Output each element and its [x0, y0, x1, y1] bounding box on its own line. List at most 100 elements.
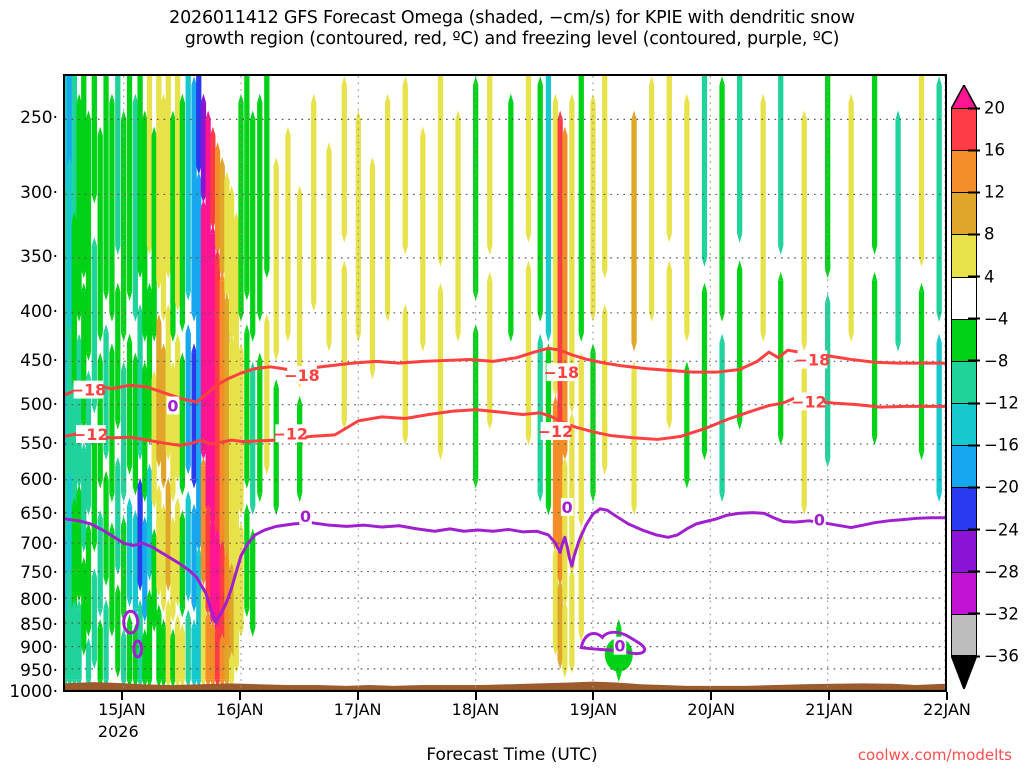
- colorbar-label-text: 12: [984, 182, 1005, 202]
- colorbar-band-11: [952, 572, 976, 615]
- y-tick-800: 800·: [20, 589, 58, 610]
- colorbar-band-1: [952, 151, 976, 194]
- x-tick-15JAN: 15JAN: [98, 700, 146, 719]
- colorbar: [951, 108, 977, 657]
- colorbar-tick-12: 12: [968, 182, 1005, 202]
- colorbar-tick-−16: −16: [968, 435, 1019, 455]
- y-tick-500: 500·: [20, 394, 58, 415]
- svg-text:−18: −18: [544, 363, 580, 382]
- colorbar-tick-−20: −20: [968, 477, 1019, 497]
- colorbar-tick-−4: −4: [968, 309, 1009, 329]
- svg-text:0: 0: [167, 396, 178, 415]
- colorbar-over-triangle: [951, 85, 977, 109]
- grid-lines: [65, 76, 945, 690]
- colorbar-under-arrow: [951, 655, 977, 689]
- colorbar-band-3: [952, 235, 976, 278]
- colorbar-tick-−24: −24: [968, 520, 1019, 540]
- x-axis-title: Forecast Time (UTC): [426, 745, 598, 765]
- colorbar-under-triangle: [951, 655, 977, 689]
- svg-text:0: 0: [562, 498, 573, 517]
- y-tick-250: 250·: [20, 107, 58, 128]
- colorbar-label-text: 8: [984, 224, 995, 244]
- page-title: 2026011412 GFS Forecast Omega (shaded, −…: [0, 8, 1024, 50]
- colorbar-band-8: [952, 446, 976, 489]
- title-line-2: growth region (contoured, red, ºC) and f…: [184, 29, 840, 49]
- colorbar-label-text: −12: [984, 393, 1019, 413]
- colorbar-tick-−28: −28: [968, 562, 1019, 582]
- svg-text:−12: −12: [73, 425, 109, 444]
- colorbar-tick-16: 16: [968, 140, 1005, 160]
- colorbar-band-2: [952, 193, 976, 236]
- colorbar-tick-20: 20: [968, 99, 1005, 118]
- colorbar-label-text: −36: [984, 646, 1019, 666]
- colorbar-label-text: −4: [984, 309, 1009, 329]
- colorbar-band-0: [952, 109, 976, 152]
- x-tick-18JAN: 18JAN: [451, 700, 500, 719]
- x-tick-mark: [356, 692, 359, 700]
- x-tick-mark: [828, 692, 831, 700]
- x-tick-21JAN: 21JAN: [805, 700, 853, 719]
- colorbar-band-9: [952, 488, 976, 531]
- colorbar-band-10: [952, 530, 976, 573]
- x-tick-mark: [120, 692, 123, 700]
- x-tick-19JAN: 19JAN: [569, 700, 618, 719]
- colorbar-tick-−36: −36: [968, 646, 1019, 666]
- svg-text:0: 0: [814, 511, 825, 530]
- svg-text:−12: −12: [538, 422, 574, 441]
- y-tick-950: 950·: [20, 660, 58, 681]
- x-tick-mark: [592, 692, 595, 700]
- x-tick-17JAN: 17JAN: [333, 700, 382, 719]
- colorbar-label-text: −8: [984, 351, 1009, 371]
- y-tick-600: 600·: [20, 470, 58, 491]
- y-tick-900: 900·: [20, 638, 58, 659]
- y-tick-850: 850·: [20, 614, 58, 635]
- svg-text:−18: −18: [71, 381, 107, 400]
- svg-text:0: 0: [300, 507, 311, 526]
- x-tick-20JAN: 20JAN: [687, 700, 736, 719]
- colorbar-label-text: −24: [984, 520, 1019, 540]
- colorbar-label-text: −16: [984, 435, 1019, 455]
- credit-link[interactable]: coolwx.com/modelts: [857, 746, 1012, 764]
- colorbar-tick-4: 4: [968, 267, 995, 287]
- y-tick-550: 550·: [20, 434, 58, 455]
- contour-lines: [65, 346, 945, 659]
- colorbar-over-arrow: [951, 85, 977, 109]
- axis-year-label: 2026: [97, 722, 139, 741]
- svg-text:−18: −18: [284, 366, 320, 385]
- colorbar-label-text: 16: [984, 140, 1005, 160]
- x-tick-mark: [474, 692, 477, 700]
- x-tick-16JAN: 16JAN: [215, 700, 264, 719]
- colorbar-tick-−12: −12: [968, 393, 1019, 413]
- svg-text:−18: −18: [795, 350, 831, 369]
- y-tick-450: 450·: [20, 351, 58, 372]
- pressure-axis: 250· 300· 350· 400· 450· 500· 550· 600· 650· 700·…: [0, 0, 58, 768]
- contour-labels: −18 −12 −18 −12 −18 −12 −18 −12 0 0 0 0 0: [71, 350, 831, 656]
- colorbar-tick-−32: −32: [968, 604, 1019, 624]
- colorbar-band-7: [952, 404, 976, 447]
- y-tick-700: 700·: [20, 534, 58, 555]
- title-line-1: 2026011412 GFS Forecast Omega (shaded, −…: [169, 8, 855, 28]
- colorbar-band-6: [952, 361, 976, 405]
- x-tick-mark: [946, 692, 948, 700]
- y-tick-300: 300·: [20, 183, 58, 204]
- svg-text:0: 0: [614, 637, 625, 656]
- svg-text:−12: −12: [273, 424, 309, 443]
- colorbar-tick-−8: −8: [968, 351, 1009, 371]
- y-tick-400: 400·: [20, 302, 58, 323]
- y-tick-750: 750·: [20, 562, 58, 583]
- y-tick-650: 650·: [20, 503, 58, 524]
- colorbar-label-text: −32: [984, 604, 1019, 624]
- colorbar-label-text: −20: [984, 477, 1019, 497]
- x-tick-mark: [710, 692, 713, 700]
- colorbar-label-text: −28: [984, 562, 1019, 582]
- y-tick-350: 350·: [20, 247, 58, 268]
- colorbar-tick-8: 8: [968, 224, 995, 244]
- y-tick-1000: 1000·: [9, 682, 58, 702]
- colorbar-band-5: [952, 319, 976, 362]
- colorbar-band-4: [952, 277, 976, 320]
- colorbar-band-12: [952, 614, 976, 657]
- colorbar-label-text: 4: [984, 267, 995, 287]
